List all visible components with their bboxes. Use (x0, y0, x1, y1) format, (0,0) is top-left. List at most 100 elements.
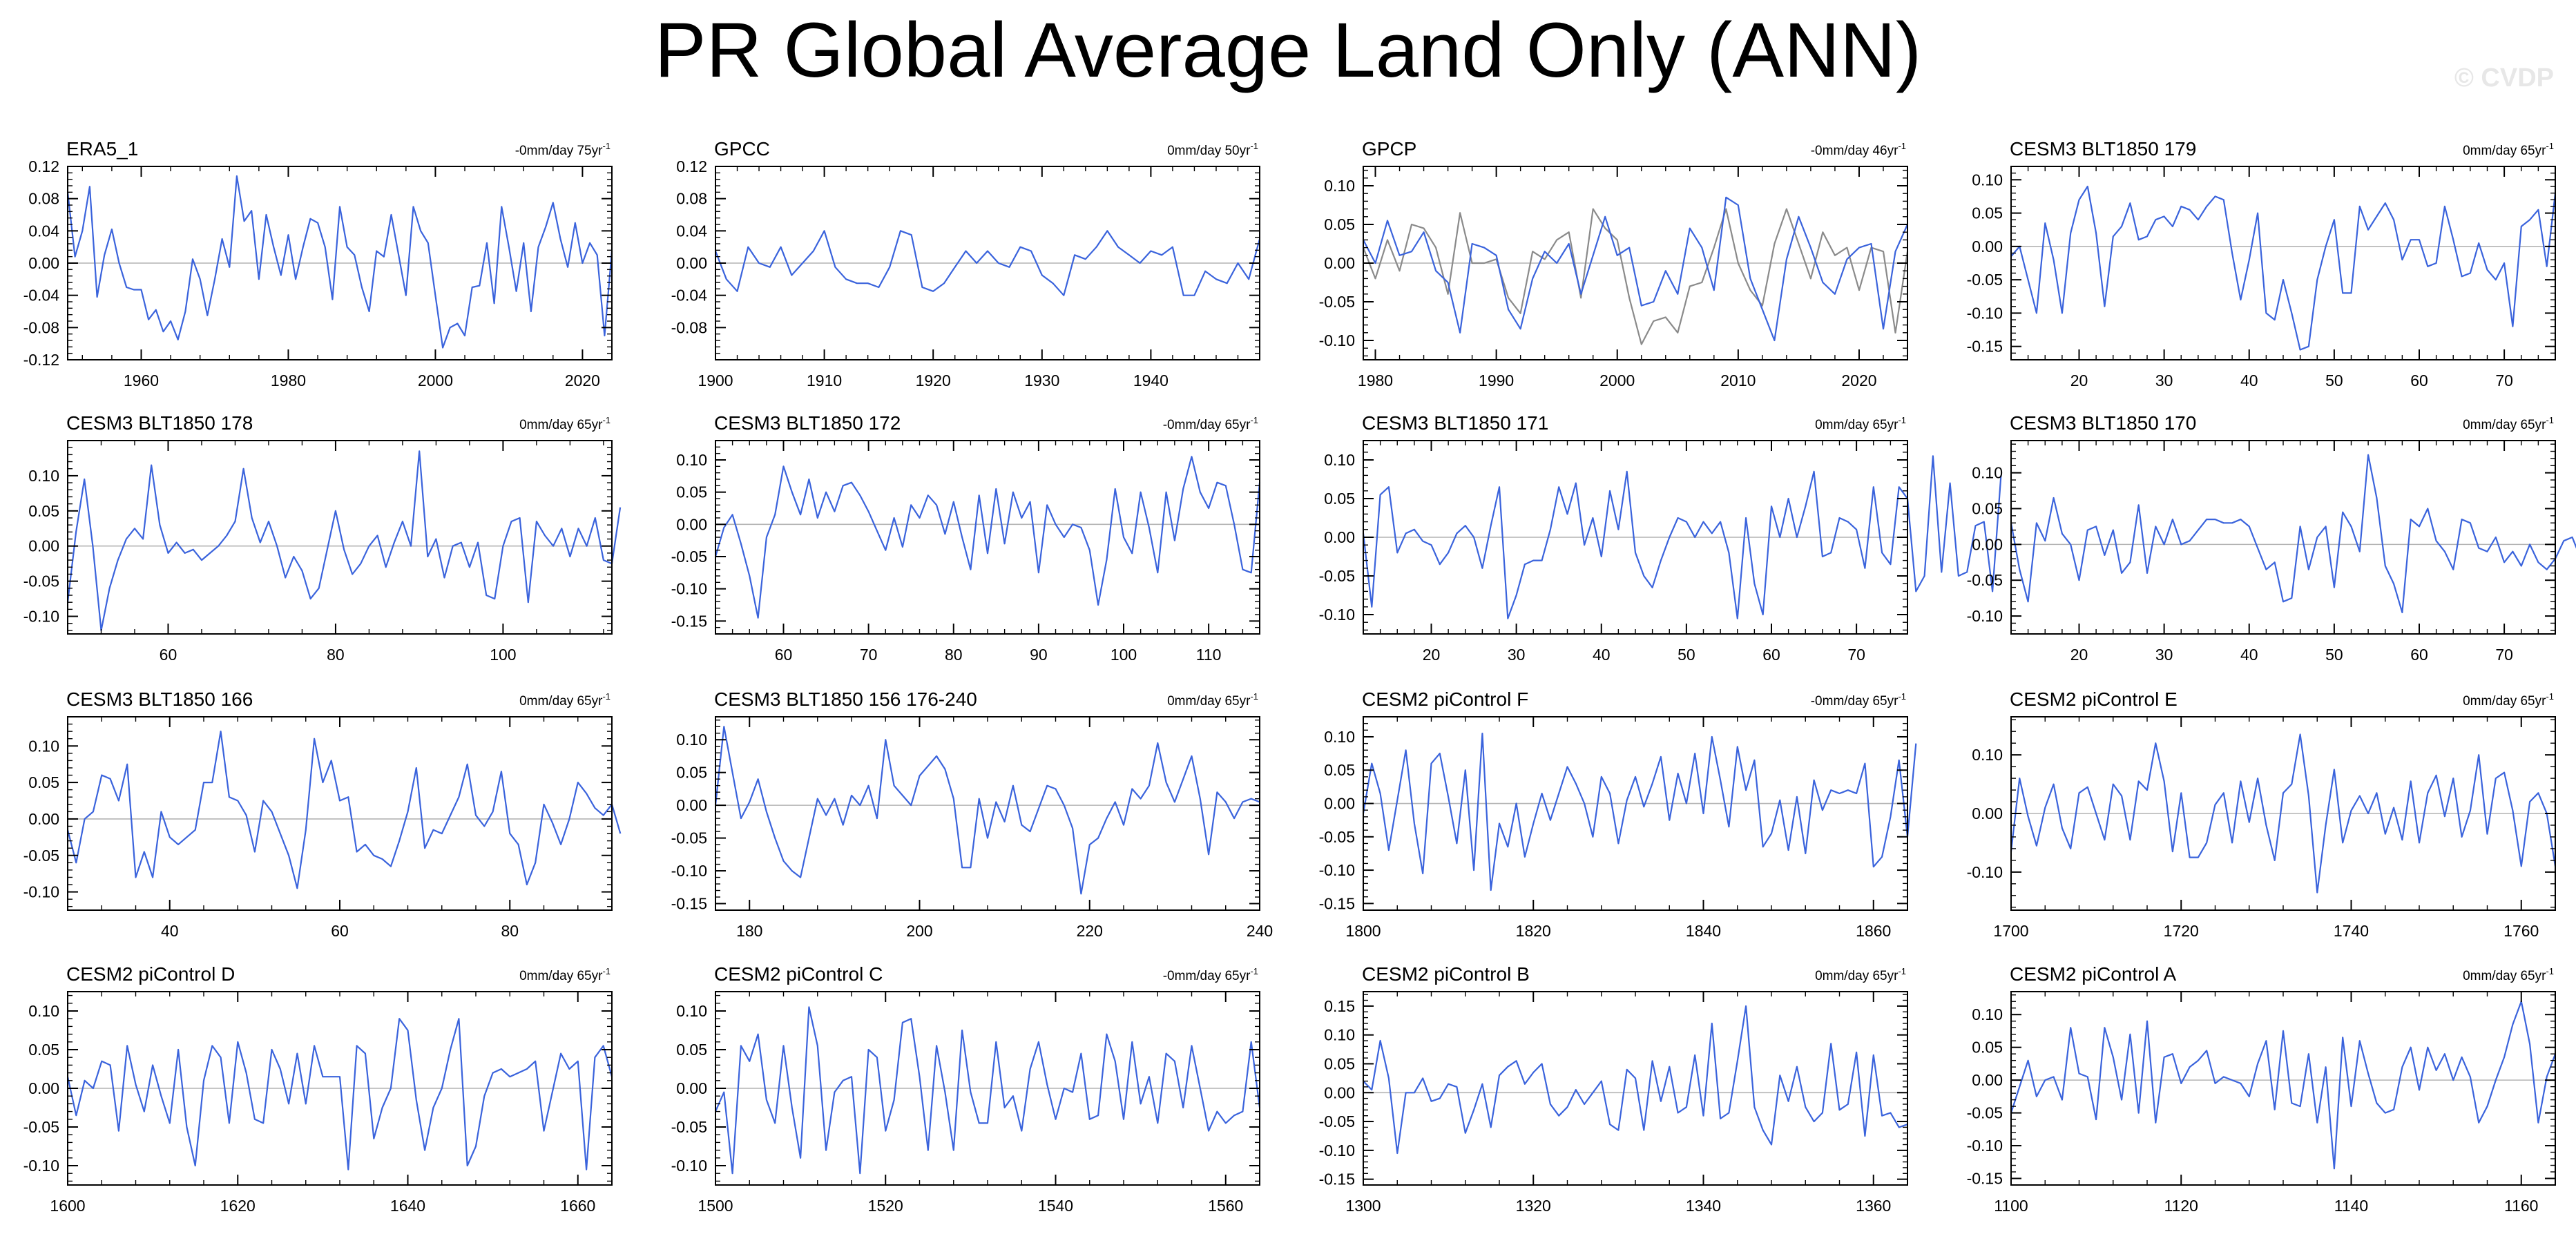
y-tick-label: 0.10 (676, 731, 707, 749)
x-tick-label: 40 (2240, 372, 2258, 389)
series-line (2010, 185, 2557, 351)
y-tick-label: 0.05 (1972, 204, 2003, 222)
y-tick-label: -0.05 (23, 1118, 59, 1136)
y-tick-label: -0.10 (23, 1157, 59, 1175)
y-tick-label: 0.00 (1324, 795, 1355, 813)
x-tick-label: 110 (1196, 646, 1222, 664)
y-tick-label: 0.00 (1324, 528, 1355, 546)
trend-exponent: -1 (2546, 966, 2554, 976)
panel-title: CESM3 BLT1850 170 (2010, 412, 2196, 434)
panel-title: CESM3 BLT1850 179 (2010, 138, 2196, 160)
x-tick-label: 80 (327, 646, 345, 664)
panel-trend-label: 0mm/day 65yr-1 (2463, 691, 2554, 709)
y-tick-label: -0.08 (671, 318, 707, 336)
y-tick-label: 0.12 (676, 157, 707, 175)
panel-title: CESM2 piControl A (2010, 963, 2177, 985)
trend-value: 0mm/day 65yr (2463, 969, 2546, 983)
series-line (66, 450, 622, 632)
series-line (2010, 454, 2576, 614)
x-tick-label: 1340 (1686, 1197, 1721, 1215)
chart-panel-5: CESM3 BLT1850 178 0mm/day 65yr-1 60 80 100 -0… (23, 412, 622, 664)
y-tick-label: -0.05 (1967, 571, 2003, 589)
x-tick-label: 100 (1111, 646, 1137, 664)
x-tick-label: 60 (2410, 372, 2428, 389)
x-tick-label: 60 (331, 922, 349, 940)
y-tick-label: -0.10 (1319, 1141, 1355, 1159)
trend-exponent: -1 (1898, 415, 1906, 425)
x-tick-label: 2000 (418, 372, 453, 389)
chart-panel-11: CESM2 piControl F -0mm/day 65yr-1 1800 1820… (1319, 688, 1917, 940)
x-tick-label: 1640 (390, 1197, 425, 1215)
y-tick-label: 0.00 (1324, 254, 1355, 272)
x-tick-label: 70 (2495, 372, 2513, 389)
trend-exponent: -1 (602, 141, 611, 151)
y-tick-label: 0.05 (1324, 761, 1355, 779)
y-tick-label: -0.05 (671, 1118, 707, 1136)
x-tick-label: 1940 (1133, 372, 1169, 389)
trend-value: 0mm/day 65yr (519, 969, 603, 983)
y-tick-label: -0.05 (1319, 828, 1355, 846)
x-tick-label: 100 (490, 646, 516, 664)
x-tick-label: 1980 (1358, 372, 1393, 389)
plot-frame (67, 716, 613, 911)
chart-panel-14: CESM2 piControl C -0mm/day 65yr-1 1500 1520… (671, 963, 1261, 1215)
y-tick-label: -0.10 (1967, 607, 2003, 625)
y-tick-label: 0.05 (676, 483, 707, 501)
trend-value: 0mm/day 65yr (2463, 144, 2546, 158)
y-tick-label: 0.05 (676, 764, 707, 782)
y-tick-label: -0.05 (671, 829, 707, 847)
trend-value: -0mm/day 65yr (1811, 694, 1899, 709)
panel-title: CESM3 BLT1850 171 (1362, 412, 1548, 434)
panel-title: CESM3 BLT1850 166 (66, 688, 253, 710)
y-tick-label: 0.04 (676, 222, 707, 240)
y-tick-label: 0.00 (676, 796, 707, 814)
y-tick-label: 0.10 (28, 467, 59, 485)
x-tick-label: 70 (2495, 646, 2513, 664)
trend-exponent: -1 (2546, 691, 2554, 702)
y-tick-label: -0.15 (1319, 1170, 1355, 1188)
trend-exponent: -1 (1250, 691, 1258, 702)
y-tick-label: -0.05 (1967, 1104, 2003, 1122)
y-tick-label: -0.15 (1967, 338, 2003, 356)
x-tick-label: 20 (1423, 646, 1441, 664)
panel-title: CESM2 piControl E (2010, 688, 2178, 710)
x-tick-label: 50 (1678, 646, 1695, 664)
x-tick-label: 180 (736, 922, 762, 940)
trend-value: -0mm/day 65yr (1163, 418, 1251, 432)
chart-panel-1: ERA5_1 -0mm/day 75yr-1 1960 1980 2000 2020 -0.… (23, 138, 613, 389)
y-tick-label: 0.00 (28, 1079, 59, 1097)
series-line (714, 230, 1261, 296)
panel-trend-label: 0mm/day 65yr-1 (519, 966, 611, 983)
x-tick-label: 1700 (1993, 922, 2028, 940)
trend-value: 0mm/day 65yr (519, 694, 603, 709)
y-tick-label: 0.08 (676, 190, 707, 208)
panel-trend-label: -0mm/day 65yr-1 (1163, 966, 1258, 983)
x-tick-label: 1620 (220, 1197, 256, 1215)
y-tick-label: 0.05 (676, 1041, 707, 1059)
trend-exponent: -1 (602, 415, 611, 425)
x-tick-label: 70 (1847, 646, 1865, 664)
y-tick-label: -0.10 (1967, 1137, 2003, 1155)
x-tick-label: 1800 (1345, 922, 1381, 940)
panel-title: CESM3 BLT1850 178 (66, 412, 253, 434)
x-tick-label: 1900 (698, 372, 733, 389)
y-tick-label: 0.00 (676, 1079, 707, 1097)
x-tick-label: 1500 (698, 1197, 733, 1215)
chart-main-title: PR Global Average Land Only (ANN) (654, 7, 1922, 93)
chart-panel-13: CESM2 piControl D 0mm/day 65yr-1 1600 1620 1… (23, 963, 613, 1215)
x-tick-label: 1910 (807, 372, 842, 389)
series-line (66, 175, 613, 349)
x-tick-label: 240 (1247, 922, 1273, 940)
x-tick-label: 1820 (1516, 922, 1551, 940)
x-tick-label: 220 (1077, 922, 1103, 940)
panel-title: CESM3 BLT1850 172 (714, 412, 901, 434)
y-tick-label: 0.04 (28, 222, 59, 240)
trend-exponent: -1 (1250, 966, 1258, 976)
x-tick-label: 30 (1508, 646, 1526, 664)
panel-title: GPCP (1362, 138, 1416, 160)
panel-title: CESM2 piControl D (66, 963, 235, 985)
x-tick-label: 1520 (868, 1197, 903, 1215)
x-tick-label: 1980 (271, 372, 306, 389)
trend-value: -0mm/day 75yr (515, 144, 603, 158)
y-tick-label: -0.15 (1967, 1170, 2003, 1188)
